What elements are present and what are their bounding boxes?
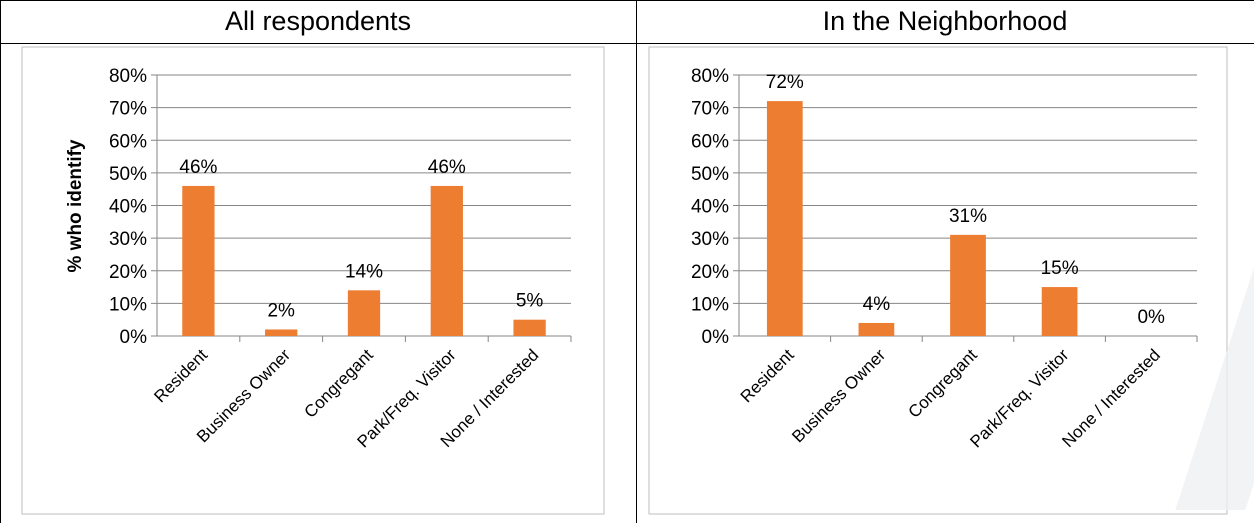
- y-axis-label: % who identify: [65, 139, 86, 272]
- y-tick-label: 30%: [691, 229, 729, 250]
- bar: [347, 290, 381, 336]
- y-tick-label: 50%: [109, 164, 147, 185]
- data-label: 0%: [1137, 307, 1165, 328]
- data-label: 2%: [267, 300, 295, 321]
- y-tick-label: 50%: [691, 164, 729, 185]
- y-tick-label: 60%: [109, 131, 147, 152]
- data-label: 5%: [516, 291, 544, 312]
- bar-chart-neighborhood: 0%10%20%30%40%50%60%70%80% 72%Resident4%B…: [648, 46, 1228, 515]
- y-tick-label: 0%: [120, 327, 148, 348]
- bar: [858, 322, 895, 336]
- data-label: 46%: [179, 157, 217, 178]
- y-tick-label: 70%: [109, 99, 147, 120]
- bar: [430, 185, 463, 336]
- data-label: 46%: [428, 157, 466, 178]
- data-label: 15%: [1041, 258, 1079, 279]
- chart-title: In the Neighborhood: [636, 0, 1254, 44]
- data-label: 72%: [766, 72, 804, 93]
- y-tick-label: 80%: [109, 66, 147, 87]
- bar: [182, 185, 215, 336]
- y-tick-label: 40%: [691, 197, 729, 218]
- bar: [1041, 287, 1078, 336]
- y-tick-label: 20%: [691, 262, 729, 283]
- y-tick-label: 30%: [109, 229, 147, 250]
- y-tick-label: 0%: [702, 327, 730, 348]
- chart-panel-all-respondents: All respondents 0% 10% 20% 30% 40% 50% 60% 70% 8…: [0, 0, 636, 523]
- y-tick-label: 70%: [691, 99, 729, 120]
- chart-panel-neighborhood: In the Neighborhood 0% 10% 20% 30% 40% 50% 60%…: [636, 0, 1254, 523]
- bar-chart-all-respondents: 0% 10% 20% 30% 40% 50% 60% 70% 80% % who identify…: [21, 46, 605, 515]
- y-tick-label: 40%: [109, 197, 147, 218]
- bar: [766, 101, 803, 336]
- data-label: 31%: [949, 206, 987, 227]
- y-tick-label: 80%: [691, 66, 729, 87]
- y-tick-label: 10%: [109, 294, 147, 315]
- chart-title: All respondents: [0, 0, 636, 44]
- bar: [950, 234, 986, 336]
- data-label: 4%: [863, 294, 891, 315]
- chart-border: [648, 46, 1228, 515]
- chart-area: 0% 10% 20% 30% 40% 50% 60% 70% 80% % who identify…: [0, 44, 636, 523]
- y-tick-label: 20%: [109, 262, 147, 283]
- chart-area: 0% 10% 20% 30% 40% 50% 60% 70% 80% 72% Resident 4% B…: [636, 44, 1254, 523]
- bar: [513, 319, 546, 336]
- y-tick-label: 10%: [691, 294, 729, 315]
- bar: [265, 329, 298, 336]
- y-tick-label: 60%: [691, 131, 729, 152]
- chart-border: [21, 46, 605, 515]
- data-label: 14%: [345, 261, 383, 282]
